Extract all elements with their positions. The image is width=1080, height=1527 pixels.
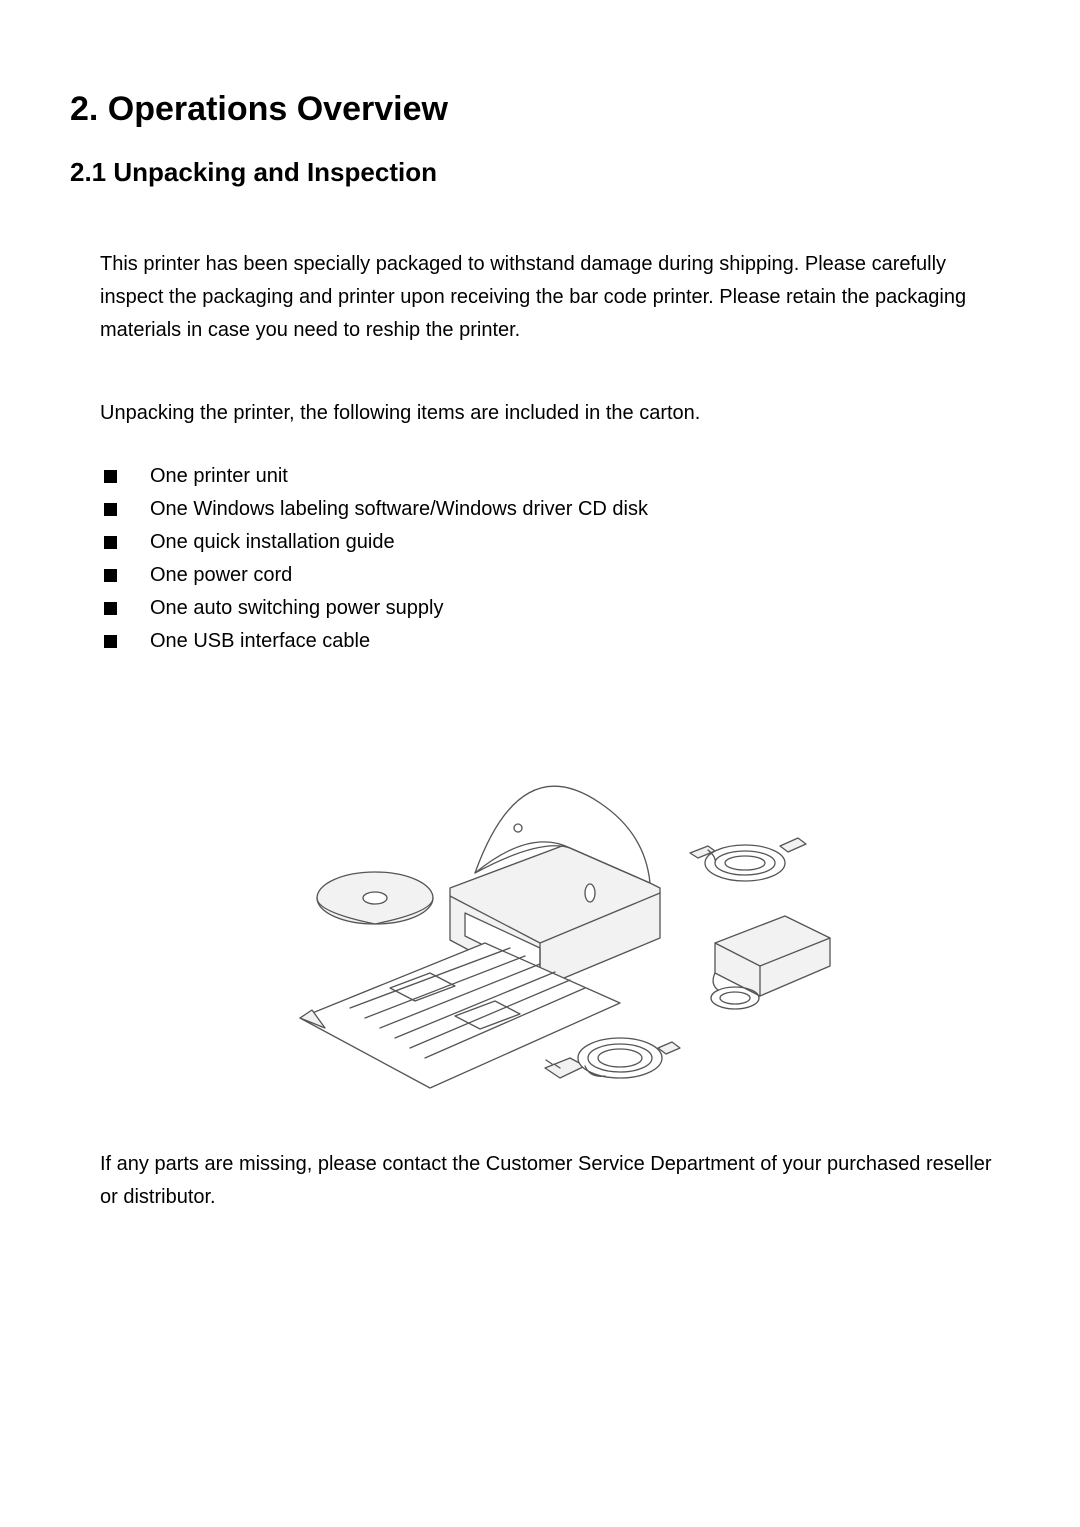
power-cord-icon (545, 1038, 680, 1078)
intro-paragraph: This printer has been specially packaged… (100, 248, 1010, 347)
cd-disk-icon (317, 872, 433, 924)
list-item: One printer unit (100, 460, 1010, 493)
list-item: One power cord (100, 559, 1010, 592)
section-heading: 2. Operations Overview (70, 90, 1010, 129)
closing-paragraph: If any parts are missing, please contact… (100, 1148, 1010, 1214)
usb-cable-icon (690, 838, 806, 881)
unpack-intro: Unpacking the printer, the following ite… (100, 397, 1010, 430)
list-item: One quick installation guide (100, 526, 1010, 559)
list-item: One auto switching power supply (100, 592, 1010, 625)
subsection-heading: 2.1 Unpacking and Inspection (70, 157, 1010, 188)
carton-items-list: One printer unit One Windows labeling so… (100, 460, 1010, 658)
power-supply-icon (711, 916, 830, 1009)
carton-contents-illustration (240, 688, 840, 1108)
list-item: One Windows labeling software/Windows dr… (100, 493, 1010, 526)
list-item: One USB interface cable (100, 625, 1010, 658)
